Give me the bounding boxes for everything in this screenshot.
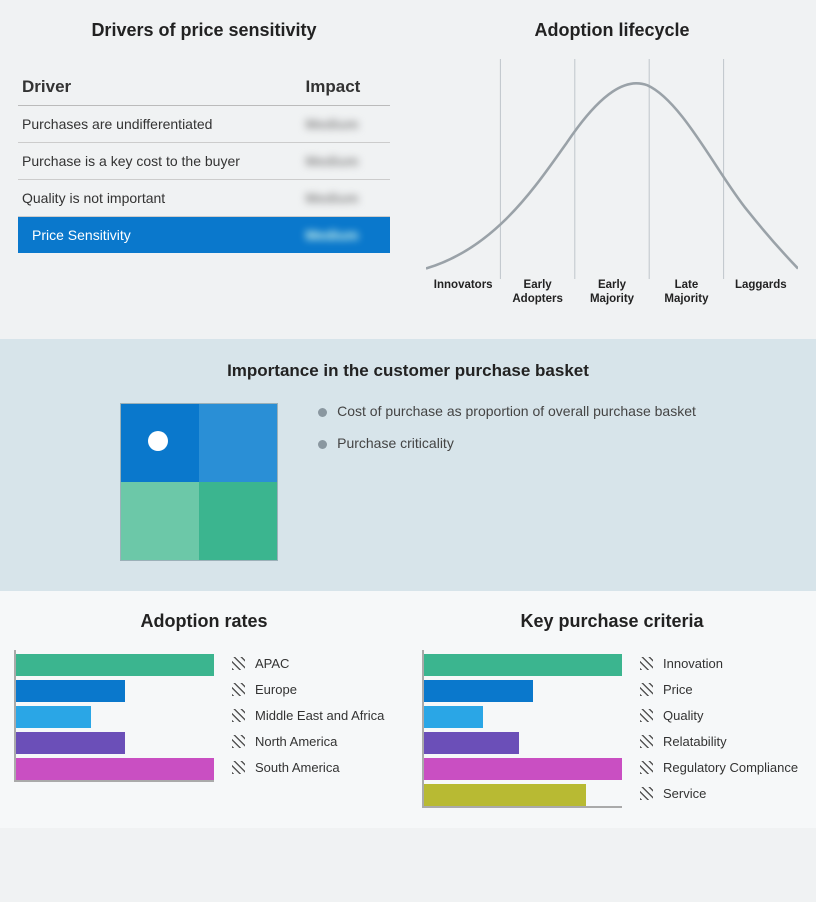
- driver-cell: Quality is not important: [18, 180, 296, 217]
- legend-label: Relatability: [663, 734, 727, 749]
- drivers-col-impact: Impact: [296, 69, 390, 106]
- legend-text: Cost of purchase as proportion of overal…: [337, 403, 696, 419]
- bullet-icon: [318, 440, 327, 449]
- section-row-3: Adoption rates APAC Europe Middle East and…: [0, 591, 816, 828]
- adoption-bar-chart: [14, 650, 214, 782]
- lifecycle-labels: InnovatorsEarly AdoptersEarly MajorityLa…: [426, 279, 798, 307]
- legend-label: South America: [255, 760, 340, 775]
- criteria-title: Key purchase criteria: [422, 611, 802, 632]
- bullet-icon: [318, 408, 327, 417]
- lifecycle-chart: InnovatorsEarly AdoptersEarly MajorityLa…: [426, 59, 798, 319]
- legend-label: Price: [663, 682, 693, 697]
- bar-legend-item: Price: [640, 676, 798, 702]
- legend-label: Middle East and Africa: [255, 708, 384, 723]
- lifecycle-label: Innovators: [426, 279, 500, 307]
- swatch-icon: [640, 683, 653, 696]
- legend-label: APAC: [255, 656, 289, 671]
- impact-cell: Medium: [296, 180, 390, 217]
- bar-legend-item: Quality: [640, 702, 798, 728]
- criteria-bar-chart: [422, 650, 622, 808]
- bar: [424, 654, 622, 676]
- legend-label: Regulatory Compliance: [663, 760, 798, 775]
- bar-legend-item: Regulatory Compliance: [640, 754, 798, 780]
- impact-cell: Medium: [296, 143, 390, 180]
- legend-text: Purchase criticality: [337, 435, 454, 451]
- lifecycle-label: Early Adopters: [500, 279, 574, 307]
- driver-cell: Purchases are undifferentiated: [18, 106, 296, 143]
- bar: [16, 654, 214, 676]
- bar-legend-item: Innovation: [640, 650, 798, 676]
- importance-legend: Cost of purchase as proportion of overal…: [318, 403, 696, 561]
- bar-legend-item: Middle East and Africa: [232, 702, 384, 728]
- swatch-icon: [640, 735, 653, 748]
- legend-label: Service: [663, 786, 706, 801]
- swatch-icon: [640, 709, 653, 722]
- legend-label: North America: [255, 734, 337, 749]
- table-row: Purchases are undifferentiatedMedium: [18, 106, 390, 143]
- importance-legend-item: Cost of purchase as proportion of overal…: [318, 403, 696, 419]
- swatch-icon: [232, 735, 245, 748]
- table-row: Quality is not importantMedium: [18, 180, 390, 217]
- swatch-icon: [232, 761, 245, 774]
- bar: [424, 680, 533, 702]
- bar-legend-item: APAC: [232, 650, 384, 676]
- lifecycle-curve-svg: [426, 59, 798, 279]
- swatch-icon: [232, 657, 245, 670]
- bar: [424, 784, 586, 806]
- drivers-col-driver: Driver: [18, 69, 296, 106]
- adoption-title: Adoption rates: [14, 611, 394, 632]
- bar-legend-item: Europe: [232, 676, 384, 702]
- drivers-title: Drivers of price sensitivity: [18, 20, 390, 41]
- legend-label: Europe: [255, 682, 297, 697]
- quadrant-box: [120, 403, 278, 561]
- importance-legend-item: Purchase criticality: [318, 435, 696, 451]
- importance-panel: Importance in the customer purchase bask…: [0, 339, 816, 591]
- criteria-legend: Innovation Price Quality Relatability Regula…: [640, 650, 798, 808]
- drivers-panel: Drivers of price sensitivity Driver Impa…: [0, 0, 408, 339]
- bar: [424, 758, 622, 780]
- quadrant-cell: [121, 482, 199, 560]
- lifecycle-title: Adoption lifecycle: [426, 20, 798, 41]
- summary-value: Medium: [296, 217, 390, 254]
- summary-row: Price SensitivityMedium: [18, 217, 390, 254]
- bar: [424, 732, 519, 754]
- quadrant-cell: [199, 404, 277, 482]
- section-row-1: Drivers of price sensitivity Driver Impa…: [0, 0, 816, 339]
- drivers-table: Driver Impact Purchases are undifferenti…: [18, 69, 390, 253]
- quadrant-marker: [148, 431, 168, 451]
- quadrant-cell: [199, 482, 277, 560]
- bar: [424, 706, 483, 728]
- lifecycle-label: Laggards: [724, 279, 798, 307]
- swatch-icon: [640, 787, 653, 800]
- swatch-icon: [640, 657, 653, 670]
- adoption-panel: Adoption rates APAC Europe Middle East and…: [0, 591, 408, 828]
- bar: [16, 732, 125, 754]
- bar-legend-item: Relatability: [640, 728, 798, 754]
- impact-cell: Medium: [296, 106, 390, 143]
- bar-legend-item: Service: [640, 780, 798, 806]
- lifecycle-panel: Adoption lifecycle InnovatorsEarly Adopt…: [408, 0, 816, 339]
- table-row: Purchase is a key cost to the buyerMediu…: [18, 143, 390, 180]
- swatch-icon: [640, 761, 653, 774]
- swatch-icon: [232, 683, 245, 696]
- swatch-icon: [232, 709, 245, 722]
- importance-title: Importance in the customer purchase bask…: [18, 361, 798, 381]
- driver-cell: Purchase is a key cost to the buyer: [18, 143, 296, 180]
- bar: [16, 680, 125, 702]
- criteria-panel: Key purchase criteria Innovation Price Qua…: [408, 591, 816, 828]
- importance-body: Cost of purchase as proportion of overal…: [18, 403, 798, 561]
- legend-label: Quality: [663, 708, 703, 723]
- lifecycle-label: Early Majority: [575, 279, 649, 307]
- bar: [16, 706, 91, 728]
- adoption-legend: APAC Europe Middle East and Africa North Am…: [232, 650, 384, 782]
- bar: [16, 758, 214, 780]
- summary-label: Price Sensitivity: [18, 217, 296, 254]
- lifecycle-label: Late Majority: [649, 279, 723, 307]
- legend-label: Innovation: [663, 656, 723, 671]
- bar-legend-item: North America: [232, 728, 384, 754]
- bar-legend-item: South America: [232, 754, 384, 780]
